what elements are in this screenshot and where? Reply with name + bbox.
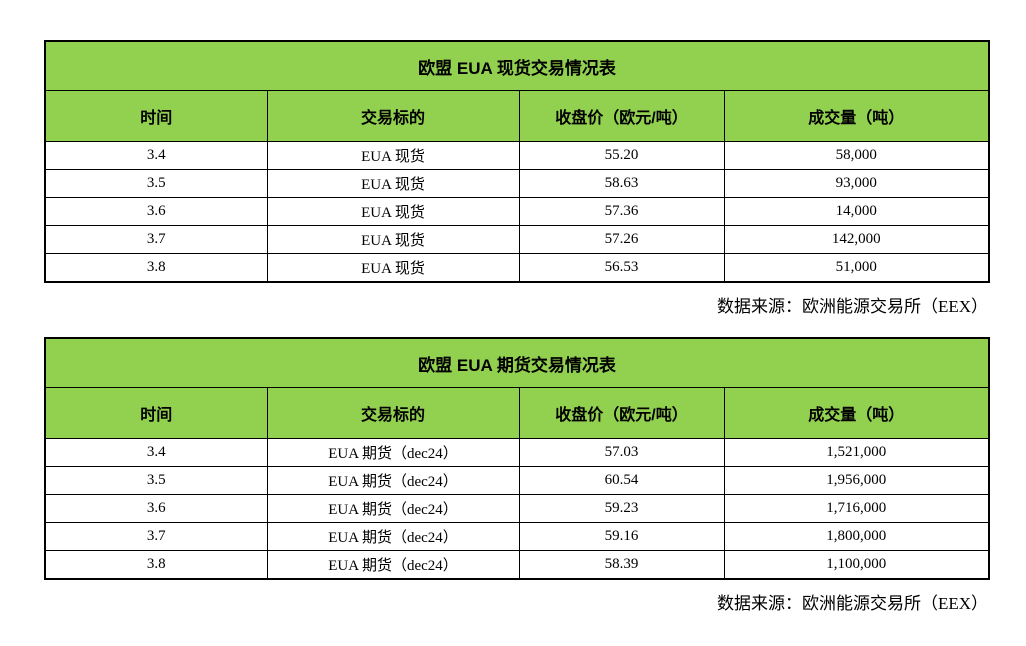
spot-table: 欧盟 EUA 现货交易情况表 时间 交易标的 收盘价（欧元/吨） 成交量（吨） …	[44, 40, 991, 283]
cell-time: 3.8	[44, 253, 268, 283]
cell-close-price: 58.63	[518, 169, 725, 198]
cell-time: 3.7	[44, 522, 268, 551]
table-row: 3.5 EUA 期货（dec24） 60.54 1,956,000	[44, 466, 990, 495]
cell-volume: 93,000	[723, 169, 990, 198]
futures-table-header-row: 时间 交易标的 收盘价（欧元/吨） 成交量（吨）	[44, 387, 990, 439]
cell-subject: EUA 现货	[266, 225, 520, 254]
table-row: 3.4 EUA 期货（dec24） 57.03 1,521,000	[44, 438, 990, 467]
cell-close-price: 57.36	[518, 197, 725, 226]
spot-table-header-row: 时间 交易标的 收盘价（欧元/吨） 成交量（吨）	[44, 90, 990, 142]
cell-close-price: 56.53	[518, 253, 725, 283]
cell-subject: EUA 现货	[266, 197, 520, 226]
column-header-volume: 成交量（吨）	[723, 90, 990, 142]
data-source-note: 数据来源：欧洲能源交易所（EEX）	[716, 297, 988, 316]
table-row: 3.8 EUA 期货（dec24） 58.39 1,100,000	[44, 550, 990, 580]
cell-close-price: 55.20	[518, 141, 725, 170]
cell-volume: 142,000	[723, 225, 990, 254]
cell-subject: EUA 期货（dec24）	[266, 466, 520, 495]
cell-close-price: 58.39	[518, 550, 725, 580]
cell-volume: 51,000	[723, 253, 990, 283]
table-row: 3.7 EUA 期货（dec24） 59.16 1,800,000	[44, 522, 990, 551]
cell-volume: 1,521,000	[723, 438, 990, 467]
cell-close-price: 57.26	[518, 225, 725, 254]
cell-subject: EUA 现货	[266, 169, 520, 198]
cell-volume: 1,956,000	[723, 466, 990, 495]
cell-close-price: 60.54	[518, 466, 725, 495]
column-header-close-price: 收盘价（欧元/吨）	[518, 90, 725, 142]
cell-subject: EUA 期货（dec24）	[266, 494, 520, 523]
cell-time: 3.5	[44, 466, 268, 495]
cell-volume: 58,000	[723, 141, 990, 170]
table-row: 3.6 EUA 期货（dec24） 59.23 1,716,000	[44, 494, 990, 523]
futures-table-title-row: 欧盟 EUA 期货交易情况表	[44, 337, 990, 388]
futures-table: 欧盟 EUA 期货交易情况表 时间 交易标的 收盘价（欧元/吨） 成交量（吨） …	[44, 337, 991, 580]
spot-table-title-row: 欧盟 EUA 现货交易情况表	[44, 40, 990, 91]
cell-time: 3.4	[44, 141, 268, 170]
cell-subject: EUA 期货（dec24）	[266, 438, 520, 467]
table-title: 欧盟 EUA 期货交易情况表	[44, 337, 990, 388]
cell-time: 3.8	[44, 550, 268, 580]
cell-subject: EUA 期货（dec24）	[266, 550, 520, 580]
document-page: 欧盟 EUA 现货交易情况表 时间 交易标的 收盘价（欧元/吨） 成交量（吨） …	[44, 40, 991, 613]
column-header-time: 时间	[44, 90, 268, 142]
table-row: 3.4 EUA 现货 55.20 58,000	[44, 141, 990, 170]
column-header-subject: 交易标的	[266, 90, 520, 142]
cell-subject: EUA 现货	[266, 141, 520, 170]
cell-close-price: 57.03	[518, 438, 725, 467]
table-row: 3.6 EUA 现货 57.36 14,000	[44, 197, 990, 226]
cell-subject: EUA 期货（dec24）	[266, 522, 520, 551]
cell-time: 3.7	[44, 225, 268, 254]
cell-volume: 1,716,000	[723, 494, 990, 523]
cell-time: 3.4	[44, 438, 268, 467]
column-header-subject: 交易标的	[266, 387, 520, 439]
cell-volume: 1,100,000	[723, 550, 990, 580]
cell-volume: 14,000	[723, 197, 990, 226]
table-title: 欧盟 EUA 现货交易情况表	[44, 40, 990, 91]
cell-close-price: 59.23	[518, 494, 725, 523]
column-header-time: 时间	[44, 387, 268, 439]
column-header-volume: 成交量（吨）	[723, 387, 990, 439]
column-header-close-price: 收盘价（欧元/吨）	[518, 387, 725, 439]
cell-subject: EUA 现货	[266, 253, 520, 283]
cell-time: 3.5	[44, 169, 268, 198]
cell-volume: 1,800,000	[723, 522, 990, 551]
cell-time: 3.6	[44, 197, 268, 226]
table-row: 3.8 EUA 现货 56.53 51,000	[44, 253, 990, 283]
cell-time: 3.6	[44, 494, 268, 523]
table-row: 3.5 EUA 现货 58.63 93,000	[44, 169, 990, 198]
table-row: 3.7 EUA 现货 57.26 142,000	[44, 225, 990, 254]
data-source-note: 数据来源：欧洲能源交易所（EEX）	[716, 594, 988, 613]
cell-close-price: 59.16	[518, 522, 725, 551]
